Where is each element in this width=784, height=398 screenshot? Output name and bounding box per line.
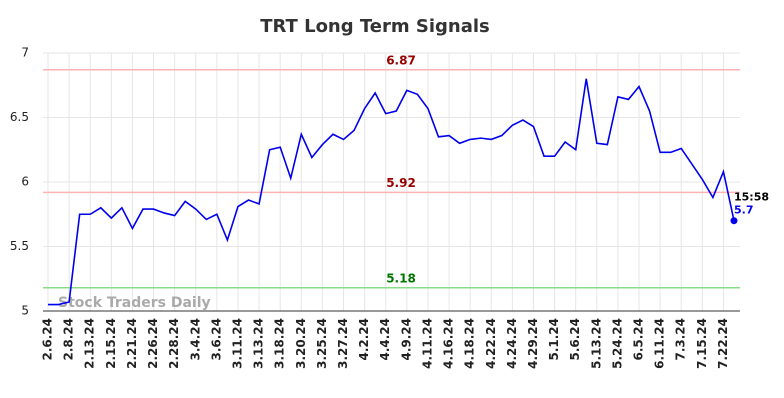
x-tick-label: 4.11.24 <box>420 318 434 369</box>
price-line <box>48 78 735 306</box>
signal-label: 6.87 <box>386 53 416 67</box>
x-tick-label: 6.5.24 <box>632 318 646 361</box>
x-tick-label: 2.26.24 <box>146 318 160 369</box>
x-tick-label: 7.15.24 <box>695 318 709 369</box>
y-tick-label: 5 <box>21 304 29 318</box>
x-tick-label: 4.18.24 <box>463 318 477 369</box>
y-tick-label: 7 <box>21 46 29 60</box>
x-tick-label: 4.29.24 <box>526 318 540 369</box>
x-tick-label: 6.11.24 <box>653 318 667 369</box>
signal-label: 5.18 <box>386 271 416 285</box>
x-tick-label: 4.4.24 <box>378 318 392 361</box>
chart-title: TRT Long Term Signals <box>260 16 490 37</box>
x-tick-label: 2.28.24 <box>167 318 181 369</box>
x-tick-label: 4.22.24 <box>484 318 498 369</box>
x-tick-label: 3.25.24 <box>315 318 329 369</box>
x-tick-label: 7.22.24 <box>716 318 730 369</box>
x-tick-label: 5.1.24 <box>547 318 561 361</box>
x-tick-label: 3.27.24 <box>336 318 350 369</box>
signal-label: 5.92 <box>386 176 416 190</box>
x-tick-label: 7.3.24 <box>674 318 688 361</box>
y-tick-label: 5.5 <box>10 239 29 253</box>
x-tick-label: 2.6.24 <box>41 318 55 361</box>
x-tick-label: 4.2.24 <box>357 318 371 361</box>
y-tick-label: 6.5 <box>10 110 29 124</box>
last-time: 15:58 <box>734 191 769 204</box>
x-tick-label: 5.24.24 <box>610 318 624 369</box>
x-tick-label: 2.8.24 <box>62 318 76 361</box>
x-tick-label: 2.13.24 <box>83 318 97 369</box>
watermark: Stock Traders Daily <box>58 295 211 311</box>
x-tick-label: 3.20.24 <box>294 318 308 369</box>
x-tick-label: 3.18.24 <box>273 318 287 369</box>
x-tick-label: 3.13.24 <box>252 318 266 369</box>
x-tick-label: 2.15.24 <box>104 318 118 369</box>
x-tick-label: 5.6.24 <box>568 318 582 361</box>
last-value: 5.7 <box>734 204 754 217</box>
x-tick-label: 4.24.24 <box>505 318 519 369</box>
x-tick-label: 2.21.24 <box>125 318 139 369</box>
x-tick-label: 3.6.24 <box>209 318 223 361</box>
x-tick-label: 4.9.24 <box>399 318 413 361</box>
x-tick-label: 4.16.24 <box>442 318 456 369</box>
y-tick-label: 6 <box>21 175 29 189</box>
x-tick-label: 5.13.24 <box>589 318 603 369</box>
last-point <box>730 217 738 225</box>
x-tick-label: 3.4.24 <box>188 318 202 361</box>
x-tick-label: 3.11.24 <box>230 318 244 369</box>
